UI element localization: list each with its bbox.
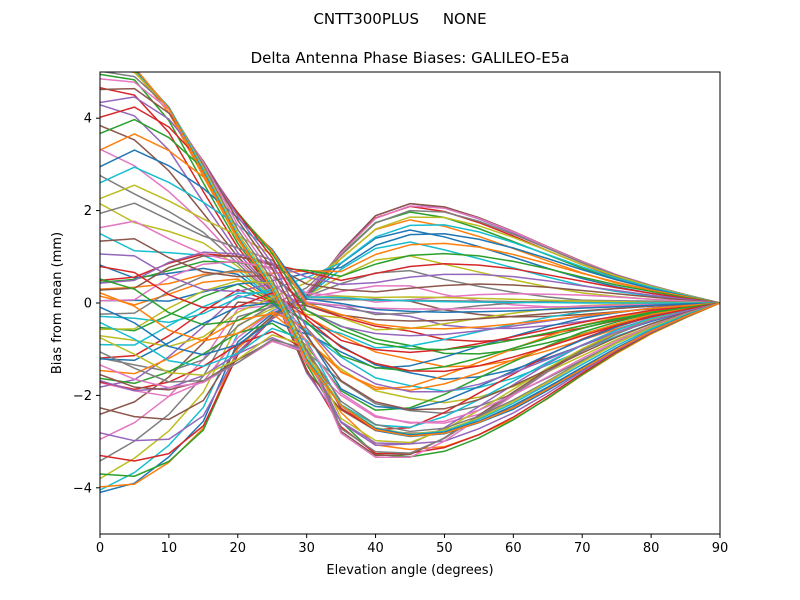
series-line-2: [100, 73, 720, 458]
series-line-67: [100, 72, 720, 433]
series-line-71: [137, 72, 720, 437]
series-line-51: [100, 292, 720, 392]
x-tick-label: 60: [505, 541, 522, 556]
x-tick-label: 70: [574, 541, 591, 556]
y-tick-label: 4: [84, 112, 92, 127]
series-line-21: [100, 219, 720, 488]
series-line-61: [100, 133, 720, 330]
series-line-60: [100, 149, 720, 313]
series-line-47: [100, 302, 720, 454]
series-line-58: [100, 184, 720, 304]
y-axis: −4 −2 0 2 4: [73, 112, 100, 496]
series-line-19: [100, 241, 720, 491]
series-line-66: [100, 78, 720, 424]
x-axis: 0 10 20 30 40 50 60 70 80 90: [96, 534, 728, 556]
figure-suptitle: CNTT300PLUS NONE: [313, 10, 486, 28]
series-line-8: [100, 203, 720, 404]
series-line-53: [100, 265, 720, 354]
y-tick-label: −4: [73, 481, 92, 496]
series-line-56: [100, 220, 720, 310]
series-line-37: [100, 268, 720, 316]
series-layer: [100, 72, 720, 494]
series-line-35: [100, 255, 720, 304]
series-line-59: [100, 166, 720, 304]
series-line-34: [100, 251, 720, 304]
y-tick-label: 2: [84, 204, 92, 219]
series-line-41: [100, 302, 720, 391]
series-line-49: [100, 302, 720, 429]
x-tick-label: 20: [230, 541, 247, 556]
y-axis-label: Bias from mean (mm): [50, 232, 65, 374]
series-line-30: [100, 232, 720, 304]
series-line-27: [100, 209, 720, 373]
x-tick-label: 50: [436, 541, 453, 556]
x-tick-label: 40: [367, 541, 384, 556]
x-tick-label: 30: [298, 541, 315, 556]
series-line-55: [100, 238, 720, 322]
series-line-31: [100, 242, 720, 304]
series-line-29: [100, 224, 720, 324]
series-line-20: [100, 229, 720, 494]
x-tick-label: 0: [96, 541, 104, 556]
y-tick-label: 0: [84, 297, 92, 312]
chart-title: Delta Antenna Phase Biases: GALILEO-E5a: [251, 49, 570, 67]
x-tick-label: 80: [643, 541, 660, 556]
series-line-42: [100, 302, 720, 411]
x-tick-label: 90: [712, 541, 729, 556]
x-tick-label: 10: [161, 541, 178, 556]
series-line-11: [100, 278, 720, 368]
series-line-65: [100, 87, 720, 411]
x-axis-label: Elevation angle (degrees): [326, 563, 493, 578]
series-line-13: [100, 288, 720, 359]
series-line-28: [100, 216, 720, 348]
series-line-32: [100, 252, 720, 304]
y-tick-label: −2: [73, 389, 92, 404]
